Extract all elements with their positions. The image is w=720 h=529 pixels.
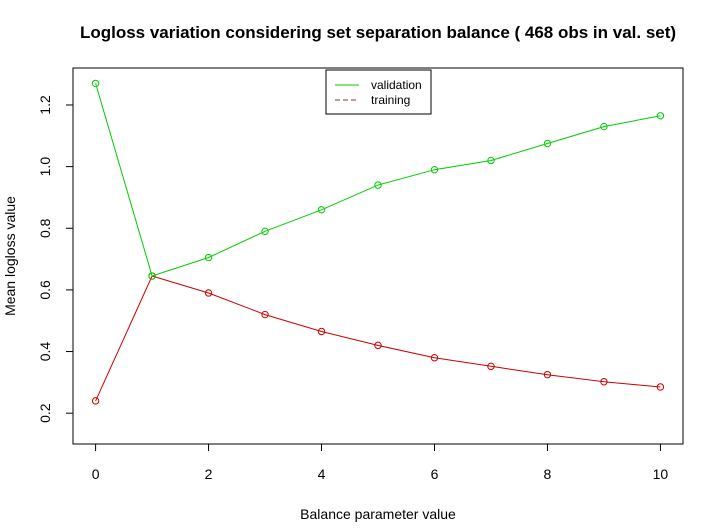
data-point-validation [543,139,552,148]
data-point-training [543,370,552,379]
y-axis: 0.2 0.4 0.6 0.8 1.0 1.2 [37,95,74,423]
legend: validation training [325,69,432,115]
y-tick-label: 0.4 [37,342,53,362]
data-point-training [656,383,665,391]
y-tick-label: 0.6 [37,280,53,300]
x-tick-label: 8 [544,466,552,482]
data-point-training [317,327,326,336]
x-axis: 0 2 4 6 8 10 [92,443,669,482]
y-tick-label: 0.2 [37,403,53,423]
x-tick-label: 2 [205,466,213,482]
data-point-validation [487,156,495,165]
data-point-validation [374,181,382,189]
y-axis-label: Mean logloss value [2,196,18,316]
series-validation [91,79,665,280]
y-tick-label: 0.8 [37,218,53,238]
data-point-validation [600,122,608,131]
data-point-validation [91,79,100,88]
data-point-training [374,341,382,350]
data-point-training [430,354,439,362]
series-layer [91,79,665,405]
series-line-training [95,275,661,402]
x-tick-label: 10 [653,466,669,482]
legend-label-validation: validation [371,78,422,92]
x-axis-label: Balance parameter value [300,506,456,522]
y-tick-label: 1.2 [37,95,53,115]
legend-label-training: training [371,93,410,107]
data-point-training [487,362,495,371]
data-point-validation [317,206,326,214]
x-tick-label: 6 [431,466,439,482]
series-line-validation [95,83,661,277]
data-point-validation [261,227,269,236]
data-point-validation [430,166,439,174]
chart-title: Logloss variation considering set separa… [80,23,676,42]
x-tick-label: 4 [318,466,326,482]
data-point-training [204,289,213,297]
data-point-training [600,378,608,386]
data-point-validation [656,112,665,120]
plot-frame [72,67,684,445]
data-point-training [261,310,269,319]
y-tick-label: 1.0 [37,157,53,177]
data-point-training [91,397,100,405]
legend-box [325,69,432,115]
data-point-validation [204,253,213,262]
x-tick-label: 0 [92,466,100,482]
data-point-validation [148,272,156,280]
series-training [91,272,665,405]
